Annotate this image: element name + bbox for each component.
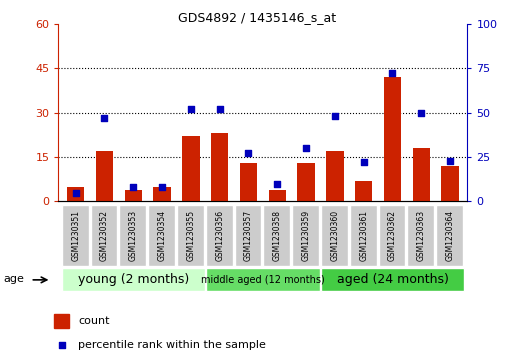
Text: GSM1230354: GSM1230354 <box>157 209 167 261</box>
FancyBboxPatch shape <box>148 205 175 266</box>
Text: GSM1230362: GSM1230362 <box>388 209 397 261</box>
Point <box>389 70 397 76</box>
FancyBboxPatch shape <box>235 205 262 266</box>
Bar <box>326 151 343 201</box>
Bar <box>355 181 372 201</box>
FancyBboxPatch shape <box>206 205 233 266</box>
Point <box>72 189 80 195</box>
Point <box>129 184 137 190</box>
Text: young (2 months): young (2 months) <box>78 273 189 286</box>
Bar <box>124 189 142 201</box>
FancyBboxPatch shape <box>407 205 434 266</box>
Point <box>273 181 281 187</box>
Point <box>417 110 425 115</box>
Text: GSM1230364: GSM1230364 <box>446 209 455 261</box>
FancyBboxPatch shape <box>378 205 405 266</box>
FancyBboxPatch shape <box>206 268 320 291</box>
Text: percentile rank within the sample: percentile rank within the sample <box>78 340 266 350</box>
FancyBboxPatch shape <box>62 205 89 266</box>
Text: GSM1230351: GSM1230351 <box>71 209 80 261</box>
Point <box>158 184 166 190</box>
Bar <box>441 166 459 201</box>
Point <box>244 151 252 156</box>
Point <box>215 106 224 112</box>
Text: GSM1230361: GSM1230361 <box>359 209 368 261</box>
Point <box>446 158 454 163</box>
FancyBboxPatch shape <box>321 268 464 291</box>
Text: GSM1230357: GSM1230357 <box>244 209 253 261</box>
Text: GSM1230353: GSM1230353 <box>129 209 138 261</box>
Text: middle aged (12 months): middle aged (12 months) <box>201 275 325 285</box>
Text: aged (24 months): aged (24 months) <box>336 273 449 286</box>
Bar <box>211 133 228 201</box>
Text: GSM1230360: GSM1230360 <box>330 209 339 261</box>
Text: count: count <box>78 316 110 326</box>
Bar <box>269 189 286 201</box>
FancyBboxPatch shape <box>350 205 376 266</box>
FancyBboxPatch shape <box>292 205 319 266</box>
FancyBboxPatch shape <box>436 205 463 266</box>
Bar <box>67 187 84 201</box>
Text: GDS4892 / 1435146_s_at: GDS4892 / 1435146_s_at <box>178 11 336 24</box>
Point <box>331 113 339 119</box>
Bar <box>240 163 257 201</box>
Bar <box>384 77 401 201</box>
Point <box>360 159 368 165</box>
Bar <box>412 148 430 201</box>
FancyBboxPatch shape <box>119 205 146 266</box>
FancyBboxPatch shape <box>177 205 204 266</box>
FancyBboxPatch shape <box>264 205 290 266</box>
Bar <box>96 151 113 201</box>
Point <box>101 115 109 121</box>
Bar <box>153 187 171 201</box>
FancyBboxPatch shape <box>321 205 348 266</box>
Text: GSM1230356: GSM1230356 <box>215 209 224 261</box>
Point <box>187 106 195 112</box>
Point <box>302 145 310 151</box>
Text: GSM1230359: GSM1230359 <box>302 209 310 261</box>
Text: GSM1230358: GSM1230358 <box>273 209 282 261</box>
Text: age: age <box>3 274 24 284</box>
Text: GSM1230355: GSM1230355 <box>186 209 196 261</box>
Text: GSM1230363: GSM1230363 <box>417 209 426 261</box>
FancyBboxPatch shape <box>90 205 117 266</box>
Text: GSM1230352: GSM1230352 <box>100 209 109 261</box>
FancyBboxPatch shape <box>62 268 205 291</box>
Bar <box>54 314 70 329</box>
Bar <box>182 136 200 201</box>
Bar <box>298 163 315 201</box>
Point <box>57 342 66 348</box>
